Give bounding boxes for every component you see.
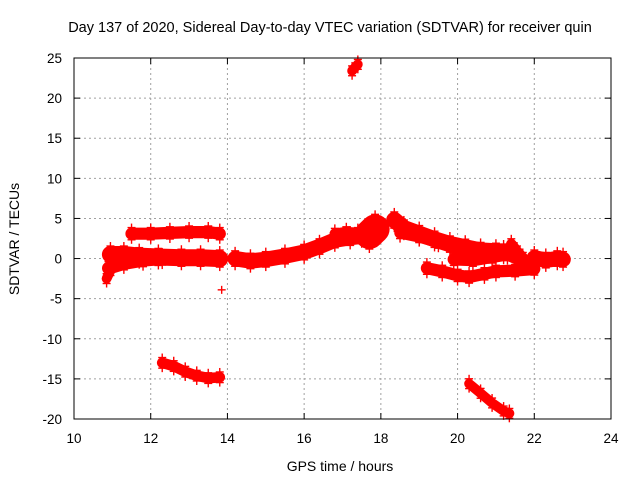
data-point <box>192 366 201 385</box>
isolated-point <box>106 268 115 277</box>
series-late-end <box>526 250 571 268</box>
x-tick-label: 18 <box>373 431 388 446</box>
data-point <box>438 261 447 282</box>
data-point <box>415 227 424 247</box>
data-point <box>158 248 167 270</box>
y-tick-label: 0 <box>54 252 62 267</box>
y-tick-label: 15 <box>47 131 62 146</box>
x-tick-label: 20 <box>450 431 465 446</box>
series-lower-band-late <box>420 262 541 284</box>
data-point <box>553 246 562 271</box>
y-tick-label: 5 <box>54 211 62 226</box>
y-axis-label: SDTVAR / TECUs <box>6 183 22 295</box>
data-point <box>530 246 539 270</box>
y-tick-label: -10 <box>42 332 62 347</box>
data-point <box>371 210 380 248</box>
y-tick-label: -15 <box>42 372 62 387</box>
data-point <box>231 246 240 271</box>
data-point <box>434 232 443 253</box>
data-point <box>177 245 186 271</box>
data-point <box>246 249 255 273</box>
data-point <box>139 249 148 271</box>
data-point <box>449 249 458 270</box>
data-point <box>488 394 497 412</box>
series-post-peak-lower <box>394 227 445 249</box>
series-spike-top <box>347 59 363 76</box>
plot-frame <box>73 57 612 420</box>
y-tick-label: -20 <box>42 412 62 427</box>
data-point <box>465 266 474 288</box>
data-point <box>365 215 374 254</box>
data-point <box>119 252 128 274</box>
data-point <box>541 248 550 272</box>
data-point <box>507 234 516 254</box>
isolated-point <box>108 247 117 256</box>
data-point <box>215 367 224 387</box>
data-point <box>465 374 474 393</box>
data-point <box>505 404 514 423</box>
data-point <box>445 232 454 257</box>
data-point <box>261 247 270 272</box>
data-point <box>185 221 194 243</box>
series-peak-block <box>354 214 390 250</box>
y-tick-label: 25 <box>47 51 62 66</box>
x-axis-label: GPS time / hours <box>287 458 394 474</box>
y-tick-label: 10 <box>47 171 62 186</box>
x-tick-label: 24 <box>603 431 619 446</box>
x-tick-label: 16 <box>297 431 312 446</box>
data-point <box>480 263 489 284</box>
series-mid-upper <box>329 226 364 239</box>
data-point <box>422 258 431 279</box>
series-mid-band <box>227 228 370 269</box>
x-tick-label: 12 <box>143 431 158 446</box>
series-arc-low-left <box>156 357 226 384</box>
data-point <box>353 55 362 74</box>
x-tick-label: 22 <box>527 431 542 446</box>
y-tick-label: 20 <box>47 91 62 106</box>
data-point <box>165 222 174 243</box>
isolated-point <box>217 285 226 294</box>
data-point <box>196 245 205 271</box>
data-point <box>390 207 399 233</box>
data-point <box>518 248 527 268</box>
data-point <box>559 247 568 272</box>
data-point <box>102 269 111 288</box>
data-point <box>181 362 190 381</box>
data-point <box>280 244 289 268</box>
data-point <box>204 221 213 243</box>
series-upper-band-early <box>125 226 226 240</box>
axis-ticks: 10 12 14 16 18 20 22 24 -20 -15 -10 -5 0 5 10 15 20 25 <box>42 51 619 446</box>
x-tick-label: 10 <box>66 431 81 446</box>
isolated-point <box>307 244 316 253</box>
data-point <box>315 234 324 259</box>
data-point <box>513 242 522 261</box>
data-point <box>488 246 497 268</box>
y-tick-label: -5 <box>50 292 62 307</box>
data-point <box>330 224 339 243</box>
x-tick-label: 14 <box>220 431 236 446</box>
data-point <box>204 368 213 388</box>
data-point <box>215 223 224 244</box>
data-marks <box>101 55 571 423</box>
data-point <box>127 223 136 244</box>
data-point <box>468 250 477 271</box>
data-point <box>158 353 167 373</box>
data-point <box>476 384 485 403</box>
data-point <box>215 246 224 272</box>
chart-title: Day 137 of 2020, Sidereal Day-to-day VTE… <box>68 20 592 36</box>
data-point <box>342 222 351 242</box>
data-point <box>348 61 357 80</box>
data-point <box>146 223 155 244</box>
data-point <box>396 223 405 243</box>
series-arc-low-right <box>464 378 515 419</box>
data-point <box>169 356 178 376</box>
data-point <box>300 240 309 264</box>
data-point <box>453 265 462 286</box>
